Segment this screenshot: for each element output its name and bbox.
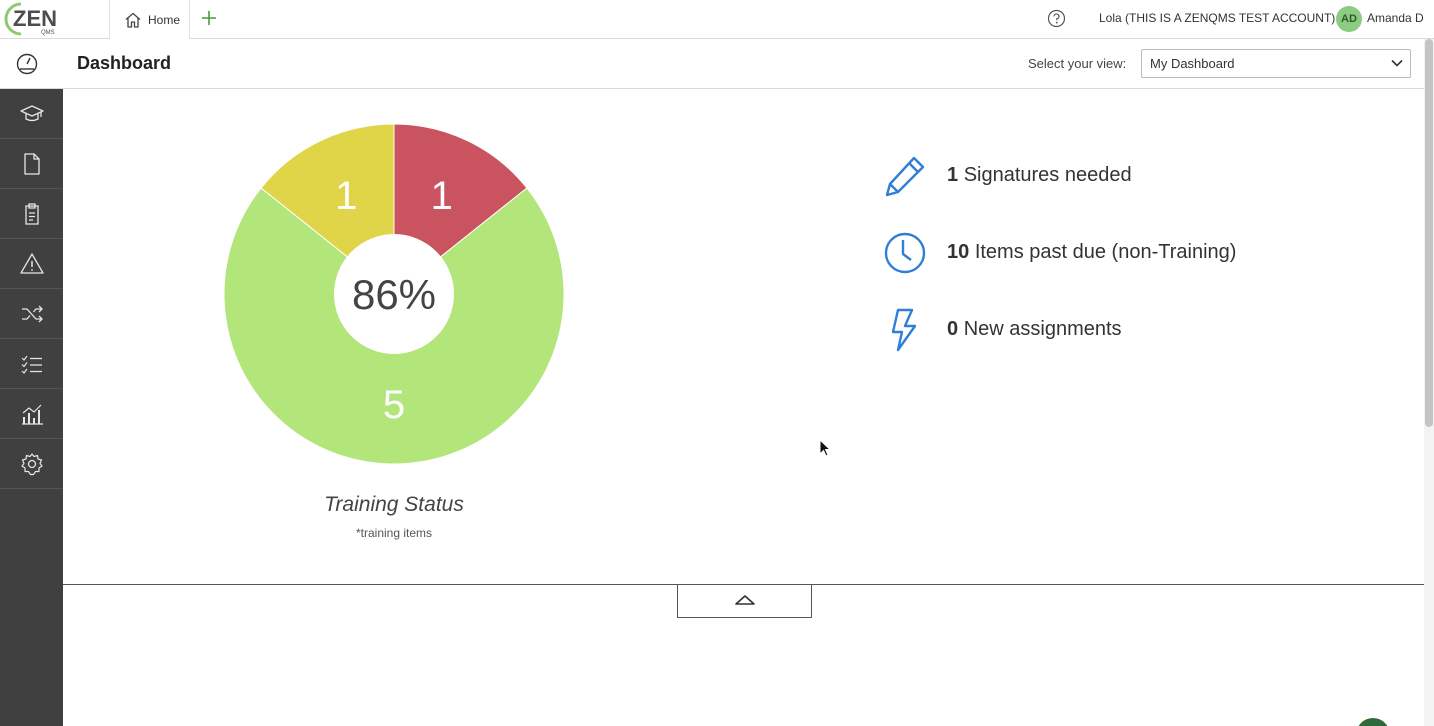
- zen-logo-icon: ZEN QMS: [4, 2, 57, 36]
- sidebar-item-documents[interactable]: [0, 139, 63, 189]
- slice-value-label: 5: [383, 383, 405, 427]
- home-icon: [125, 12, 141, 28]
- sidebar-item-reports[interactable]: [0, 389, 63, 439]
- chevron-up-icon: [735, 595, 755, 605]
- panel-divider: [63, 584, 1424, 585]
- avatar[interactable]: AD: [1336, 6, 1362, 32]
- account-name[interactable]: Lola (THIS IS A ZENQMS TEST ACCOUNT): [1099, 11, 1336, 25]
- stat-label: Signatures needed: [963, 164, 1132, 186]
- stat-label: New assignments: [963, 318, 1122, 340]
- view-select-value: My Dashboard: [1150, 56, 1235, 71]
- zen-logo[interactable]: ZEN QMS: [0, 0, 110, 38]
- stat-number: 10: [947, 241, 970, 263]
- mouse-cursor-icon: [819, 439, 832, 457]
- page-header: Dashboard Select your view: My Dashboard: [0, 39, 1424, 89]
- stat-new-assignments[interactable]: 0 New assignments: [881, 291, 1301, 368]
- view-select[interactable]: My Dashboard: [1141, 49, 1411, 78]
- stat-number: 1: [947, 164, 959, 186]
- sidebar-item-change-control[interactable]: [0, 289, 63, 339]
- lightning-icon: [891, 308, 917, 351]
- slice-value-label: 1: [335, 174, 357, 218]
- help-icon: [1047, 9, 1066, 28]
- add-tab-button[interactable]: [198, 7, 220, 29]
- gear-icon: [20, 452, 43, 475]
- help-button[interactable]: [1047, 9, 1066, 28]
- scrollbar[interactable]: [1424, 39, 1434, 726]
- stats-list: 1 Signatures needed 10 Items past due (n…: [881, 137, 1301, 368]
- sidebar-item-training[interactable]: [0, 89, 63, 139]
- shuffle-icon: [21, 305, 43, 322]
- clipboard-icon: [24, 202, 39, 225]
- donut-hole: [334, 234, 454, 354]
- svg-text:ZEN: ZEN: [13, 6, 57, 31]
- training-status-pie: 1 5 1 86%: [223, 123, 565, 465]
- checklist-icon: [21, 355, 42, 374]
- pencil-icon: [885, 156, 925, 196]
- sidebar-item-tasks[interactable]: [0, 339, 63, 389]
- page-title: Dashboard: [77, 53, 172, 73]
- chart-title: Training Status: [324, 493, 464, 516]
- stat-signatures[interactable]: 1 Signatures needed: [881, 137, 1301, 214]
- dashboard-content: 1 5 1 86% Training Status *training items 1…: [63, 89, 1424, 726]
- sidebar-item-settings[interactable]: [0, 439, 63, 489]
- user-name[interactable]: Amanda D: [1367, 11, 1424, 25]
- plus-icon: [202, 11, 216, 25]
- collapse-panel-button[interactable]: [677, 585, 812, 618]
- view-select-label: Select your view:: [1028, 56, 1127, 71]
- chevron-down-icon: [1391, 59, 1403, 67]
- analytics-icon: [21, 404, 43, 425]
- center-percent-label: 86%: [352, 271, 436, 318]
- graduation-cap-icon: [19, 104, 44, 121]
- tab-home-label: Home: [148, 12, 181, 27]
- stat-label: Items past due (non-Training): [974, 241, 1237, 263]
- tab-home[interactable]: Home: [110, 0, 190, 39]
- stat-number: 0: [947, 318, 959, 340]
- scrollbar-thumb[interactable]: [1425, 39, 1433, 427]
- sidebar: [0, 89, 63, 726]
- warning-icon: [19, 252, 44, 274]
- sidebar-item-audits[interactable]: [0, 189, 63, 239]
- training-status-chart: 1 5 1 86%: [223, 123, 565, 465]
- clock-icon: [884, 232, 926, 273]
- slice-value-label: 1: [431, 174, 453, 218]
- chat-widget-button[interactable]: [1356, 718, 1390, 726]
- sidebar-item-issues[interactable]: [0, 239, 63, 289]
- top-bar: ZEN QMS Home Lola (THIS IS A ZENQMS TEST…: [0, 0, 1434, 39]
- dashboard-icon[interactable]: [14, 53, 40, 75]
- chart-subtitle: *training items: [355, 526, 433, 540]
- document-icon: [23, 152, 40, 175]
- svg-text:QMS: QMS: [41, 30, 55, 36]
- stat-past-due[interactable]: 10 Items past due (non-Training): [881, 214, 1301, 291]
